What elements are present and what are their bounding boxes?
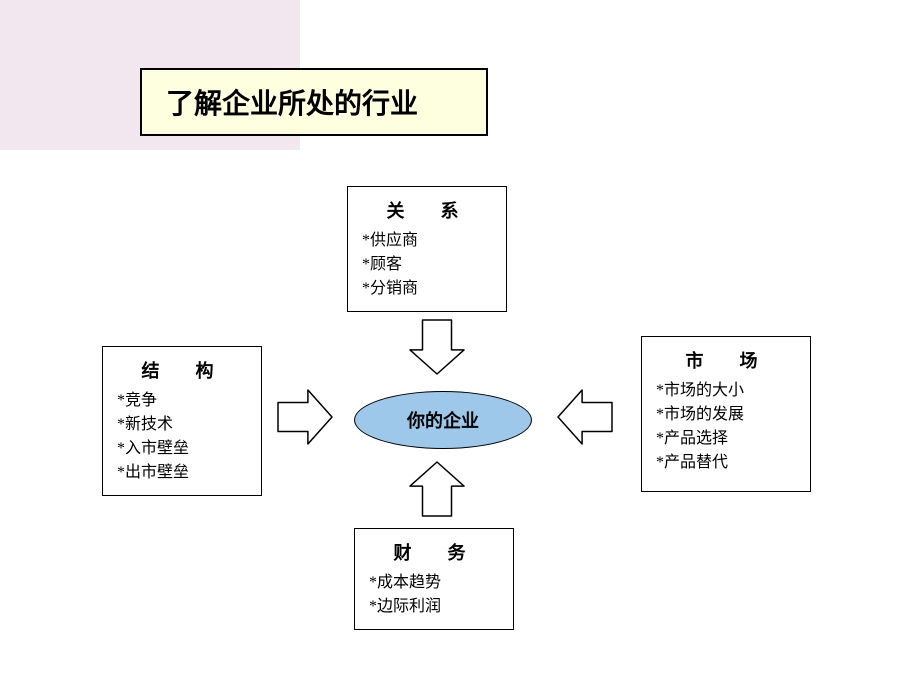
node-market-item: *市场的大小	[656, 379, 796, 403]
arrow-down-icon	[408, 318, 466, 376]
arrow-right-icon	[276, 388, 334, 446]
arrow-up-icon	[408, 460, 466, 518]
node-structure-item: *新技术	[117, 413, 247, 437]
page-title: 了解企业所处的行业	[140, 68, 488, 136]
node-structure-item: *入市壁垒	[117, 437, 247, 461]
node-structure-title: 结 构	[117, 357, 247, 383]
arrow-left-icon	[556, 388, 614, 446]
node-structure-item: *出市壁垒	[117, 461, 247, 485]
node-finance: 财 务 *成本趋势 *边际利润	[354, 528, 514, 630]
center-node: 你的企业	[354, 391, 532, 449]
node-structure-item: *竞争	[117, 389, 247, 413]
page-title-text: 了解企业所处的行业	[166, 89, 418, 120]
node-finance-title: 财 务	[369, 539, 499, 565]
node-finance-item: *边际利润	[369, 595, 499, 619]
node-finance-item: *成本趋势	[369, 571, 499, 595]
center-node-text: 你的企业	[407, 407, 479, 433]
node-market: 市 场 *市场的大小 *市场的发展 *产品选择 *产品替代	[641, 336, 811, 492]
node-market-title: 市 场	[656, 347, 796, 373]
node-relations-title: 关 系	[362, 197, 492, 223]
node-market-item: *市场的发展	[656, 403, 796, 427]
node-relations-item: *供应商	[362, 229, 492, 253]
node-relations-item: *分销商	[362, 277, 492, 301]
node-market-item: *产品选择	[656, 427, 796, 451]
node-structure: 结 构 *竞争 *新技术 *入市壁垒 *出市壁垒	[102, 346, 262, 496]
node-relations: 关 系 *供应商 *顾客 *分销商	[347, 186, 507, 312]
node-market-item: *产品替代	[656, 451, 796, 475]
node-relations-item: *顾客	[362, 253, 492, 277]
